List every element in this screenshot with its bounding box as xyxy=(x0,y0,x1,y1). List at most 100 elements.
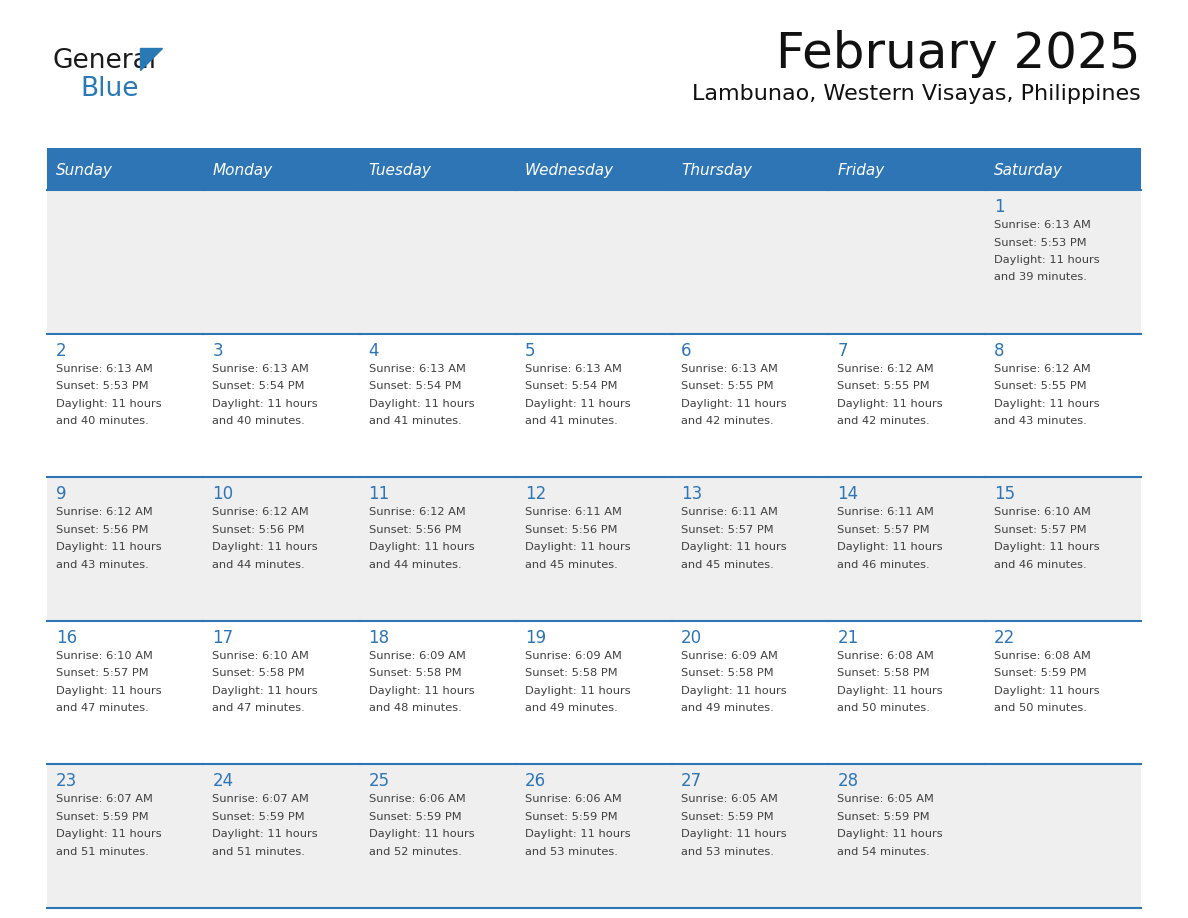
Bar xyxy=(203,190,360,333)
Text: Sunset: 5:58 PM: Sunset: 5:58 PM xyxy=(838,668,930,678)
Text: Sunrise: 6:08 AM: Sunrise: 6:08 AM xyxy=(838,651,934,661)
Bar xyxy=(828,333,985,477)
Text: Sunrise: 6:11 AM: Sunrise: 6:11 AM xyxy=(525,508,621,517)
Bar xyxy=(985,477,1140,621)
Text: 7: 7 xyxy=(838,341,848,360)
Text: Sunrise: 6:09 AM: Sunrise: 6:09 AM xyxy=(525,651,621,661)
Bar xyxy=(516,190,672,333)
Text: Monday: Monday xyxy=(213,163,272,178)
Text: and 43 minutes.: and 43 minutes. xyxy=(56,560,148,570)
Text: Daylight: 11 hours: Daylight: 11 hours xyxy=(993,543,1099,553)
Text: Daylight: 11 hours: Daylight: 11 hours xyxy=(368,829,474,839)
Text: and 46 minutes.: and 46 minutes. xyxy=(993,560,1086,570)
Text: Thursday: Thursday xyxy=(681,163,752,178)
Text: and 41 minutes.: and 41 minutes. xyxy=(368,416,461,426)
Text: Sunset: 5:56 PM: Sunset: 5:56 PM xyxy=(368,525,461,534)
Text: Sunset: 5:58 PM: Sunset: 5:58 PM xyxy=(525,668,618,678)
Text: Sunrise: 6:12 AM: Sunrise: 6:12 AM xyxy=(838,364,934,374)
Text: Daylight: 11 hours: Daylight: 11 hours xyxy=(56,829,162,839)
Text: and 49 minutes.: and 49 minutes. xyxy=(525,703,618,713)
Bar xyxy=(203,152,360,190)
Text: Sunset: 5:54 PM: Sunset: 5:54 PM xyxy=(213,381,305,391)
Text: Daylight: 11 hours: Daylight: 11 hours xyxy=(993,398,1099,409)
Text: and 52 minutes.: and 52 minutes. xyxy=(368,847,461,856)
Bar xyxy=(828,477,985,621)
Text: Daylight: 11 hours: Daylight: 11 hours xyxy=(838,543,943,553)
Text: 22: 22 xyxy=(993,629,1015,647)
Text: 21: 21 xyxy=(838,629,859,647)
Text: Sunrise: 6:11 AM: Sunrise: 6:11 AM xyxy=(681,508,778,517)
Text: Sunrise: 6:10 AM: Sunrise: 6:10 AM xyxy=(993,508,1091,517)
Bar xyxy=(672,333,828,477)
Text: General: General xyxy=(52,48,156,74)
Text: Daylight: 11 hours: Daylight: 11 hours xyxy=(368,686,474,696)
Text: 1: 1 xyxy=(993,198,1004,216)
Text: 18: 18 xyxy=(368,629,390,647)
Text: Friday: Friday xyxy=(838,163,885,178)
Text: Sunrise: 6:09 AM: Sunrise: 6:09 AM xyxy=(368,651,466,661)
Text: Sunset: 5:56 PM: Sunset: 5:56 PM xyxy=(56,525,148,534)
Text: 11: 11 xyxy=(368,486,390,503)
Text: and 45 minutes.: and 45 minutes. xyxy=(525,560,618,570)
Text: Daylight: 11 hours: Daylight: 11 hours xyxy=(368,543,474,553)
Text: Sunrise: 6:07 AM: Sunrise: 6:07 AM xyxy=(213,794,309,804)
Text: Sunset: 5:59 PM: Sunset: 5:59 PM xyxy=(525,812,618,822)
Bar xyxy=(360,765,516,908)
Text: 13: 13 xyxy=(681,486,702,503)
Text: Saturday: Saturday xyxy=(993,163,1062,178)
Text: Sunrise: 6:06 AM: Sunrise: 6:06 AM xyxy=(525,794,621,804)
Text: and 44 minutes.: and 44 minutes. xyxy=(368,560,461,570)
Text: Daylight: 11 hours: Daylight: 11 hours xyxy=(368,398,474,409)
Text: Daylight: 11 hours: Daylight: 11 hours xyxy=(213,686,318,696)
Bar xyxy=(985,621,1140,765)
Bar xyxy=(985,190,1140,333)
Bar xyxy=(516,477,672,621)
Text: Sunset: 5:58 PM: Sunset: 5:58 PM xyxy=(368,668,461,678)
Text: 19: 19 xyxy=(525,629,546,647)
Text: Sunset: 5:58 PM: Sunset: 5:58 PM xyxy=(213,668,305,678)
Bar xyxy=(360,333,516,477)
Text: 14: 14 xyxy=(838,486,859,503)
Text: Sunset: 5:56 PM: Sunset: 5:56 PM xyxy=(213,525,305,534)
Bar xyxy=(672,477,828,621)
Text: Sunset: 5:53 PM: Sunset: 5:53 PM xyxy=(56,381,148,391)
Bar xyxy=(203,765,360,908)
Text: Sunrise: 6:13 AM: Sunrise: 6:13 AM xyxy=(56,364,153,374)
Text: Sunset: 5:54 PM: Sunset: 5:54 PM xyxy=(368,381,461,391)
Bar xyxy=(672,152,828,190)
Text: and 42 minutes.: and 42 minutes. xyxy=(838,416,930,426)
Text: and 42 minutes.: and 42 minutes. xyxy=(681,416,773,426)
Text: and 50 minutes.: and 50 minutes. xyxy=(993,703,1087,713)
Text: Daylight: 11 hours: Daylight: 11 hours xyxy=(56,543,162,553)
Text: and 43 minutes.: and 43 minutes. xyxy=(993,416,1087,426)
Text: Daylight: 11 hours: Daylight: 11 hours xyxy=(681,543,786,553)
Text: Sunset: 5:57 PM: Sunset: 5:57 PM xyxy=(56,668,148,678)
Text: 9: 9 xyxy=(56,486,67,503)
Text: Daylight: 11 hours: Daylight: 11 hours xyxy=(838,398,943,409)
Text: Daylight: 11 hours: Daylight: 11 hours xyxy=(838,829,943,839)
Text: 25: 25 xyxy=(368,772,390,790)
Text: Daylight: 11 hours: Daylight: 11 hours xyxy=(993,686,1099,696)
Text: Daylight: 11 hours: Daylight: 11 hours xyxy=(525,686,631,696)
Text: Sunrise: 6:13 AM: Sunrise: 6:13 AM xyxy=(525,364,621,374)
Text: and 47 minutes.: and 47 minutes. xyxy=(56,703,148,713)
Bar xyxy=(48,152,203,190)
Text: and 51 minutes.: and 51 minutes. xyxy=(56,847,148,856)
Text: and 53 minutes.: and 53 minutes. xyxy=(681,847,775,856)
Text: and 46 minutes.: and 46 minutes. xyxy=(838,560,930,570)
Text: Sunset: 5:55 PM: Sunset: 5:55 PM xyxy=(993,381,1086,391)
Bar xyxy=(828,190,985,333)
Text: Sunset: 5:57 PM: Sunset: 5:57 PM xyxy=(681,525,773,534)
Bar xyxy=(985,333,1140,477)
Text: 27: 27 xyxy=(681,772,702,790)
Text: and 47 minutes.: and 47 minutes. xyxy=(213,703,305,713)
Text: Daylight: 11 hours: Daylight: 11 hours xyxy=(838,686,943,696)
Text: 10: 10 xyxy=(213,486,233,503)
Text: 8: 8 xyxy=(993,341,1004,360)
Bar xyxy=(672,190,828,333)
Bar xyxy=(828,621,985,765)
Polygon shape xyxy=(140,48,162,70)
Bar xyxy=(203,621,360,765)
Text: Sunset: 5:59 PM: Sunset: 5:59 PM xyxy=(838,812,930,822)
Text: 15: 15 xyxy=(993,486,1015,503)
